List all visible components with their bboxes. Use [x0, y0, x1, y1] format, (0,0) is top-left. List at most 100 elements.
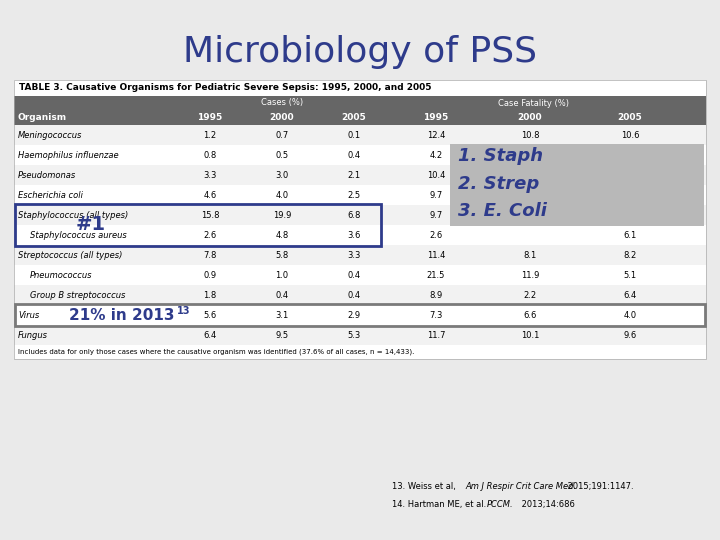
Text: 14. Hartman ME, et al.: 14. Hartman ME, et al. [392, 500, 489, 509]
Text: 8.9: 8.9 [429, 291, 443, 300]
Text: 0.4: 0.4 [348, 271, 361, 280]
Text: 11.4: 11.4 [427, 251, 445, 260]
Text: 1.8: 1.8 [203, 291, 217, 300]
Text: 0.5: 0.5 [276, 151, 289, 159]
Text: 9.7: 9.7 [429, 191, 443, 199]
Text: Haemophilus influenzae: Haemophilus influenzae [18, 151, 119, 159]
Text: 11.9: 11.9 [521, 271, 539, 280]
Bar [14, 225, 706, 245]
Text: 13. Weiss et al,: 13. Weiss et al, [392, 482, 459, 491]
Text: 6.1: 6.1 [624, 171, 636, 179]
Text: Pneumococcus: Pneumococcus [30, 271, 92, 280]
Text: Fungus: Fungus [18, 330, 48, 340]
Text: 0.9: 0.9 [204, 271, 217, 280]
Text: 6.4: 6.4 [203, 330, 217, 340]
Text: 0.4: 0.4 [348, 291, 361, 300]
Bar [14, 165, 706, 185]
Bar [14, 80, 706, 96]
Bar [14, 345, 706, 359]
Text: 2013;14:686: 2013;14:686 [519, 500, 575, 509]
Text: 4.2: 4.2 [429, 151, 443, 159]
Text: 2005: 2005 [618, 113, 642, 122]
Text: Includes data for only those cases where the causative organism was identified (: Includes data for only those cases where… [18, 349, 415, 355]
Text: 1.2: 1.2 [204, 131, 217, 139]
Text: 6.1: 6.1 [624, 231, 636, 240]
Text: 2000: 2000 [518, 113, 542, 122]
Text: 7.1: 7.1 [624, 211, 636, 219]
Bar [15, 204, 381, 246]
Bar [14, 125, 706, 145]
Bar [450, 144, 704, 226]
Text: 5.8: 5.8 [275, 251, 289, 260]
Text: 1.0: 1.0 [276, 271, 289, 280]
Text: 4.6: 4.6 [203, 191, 217, 199]
Text: 2.1: 2.1 [348, 171, 361, 179]
Bar [14, 185, 706, 205]
Text: Cases (%): Cases (%) [261, 98, 303, 107]
Text: PCCM.: PCCM. [487, 500, 513, 509]
Text: 19.9: 19.9 [273, 211, 291, 219]
Text: 2.5: 2.5 [348, 191, 361, 199]
Bar [14, 325, 706, 345]
Bar [14, 145, 706, 165]
Text: 9.5: 9.5 [276, 330, 289, 340]
Bar [14, 80, 706, 359]
Text: 4.0: 4.0 [624, 310, 636, 320]
Text: Meningococcus: Meningococcus [18, 131, 82, 139]
Text: 7.3: 7.3 [429, 310, 443, 320]
Text: 3.6: 3.6 [347, 231, 361, 240]
Text: Escherichia coli: Escherichia coli [18, 191, 83, 199]
Text: Organism: Organism [18, 113, 67, 122]
Bar [14, 245, 706, 265]
Text: 4.8: 4.8 [275, 231, 289, 240]
Text: 0.8: 0.8 [203, 151, 217, 159]
Text: 8.1: 8.1 [523, 251, 536, 260]
Text: 10.6: 10.6 [621, 131, 639, 139]
Text: 2. Strep: 2. Strep [458, 174, 539, 193]
Text: Staphylococcus (all types): Staphylococcus (all types) [18, 211, 128, 219]
Text: 2000: 2000 [270, 113, 294, 122]
Text: 1995: 1995 [197, 113, 222, 122]
Text: 10.8: 10.8 [521, 131, 539, 139]
Text: 3.0: 3.0 [275, 171, 289, 179]
Text: 8.2: 8.2 [624, 251, 636, 260]
Text: 13: 13 [177, 306, 191, 316]
Text: 9.6: 9.6 [624, 330, 636, 340]
Text: 6.8: 6.8 [347, 211, 361, 219]
Bar [14, 305, 706, 325]
Text: Group B streptococcus: Group B streptococcus [30, 291, 125, 300]
Text: TABLE 3. Causative Organisms for Pediatric Severe Sepsis: 1995, 2000, and 2005: TABLE 3. Causative Organisms for Pediatr… [19, 84, 431, 92]
Text: 0.7: 0.7 [275, 131, 289, 139]
Text: 12.4: 12.4 [427, 131, 445, 139]
Text: 0.4: 0.4 [348, 151, 361, 159]
Text: 10.4: 10.4 [427, 171, 445, 179]
Text: 3.3: 3.3 [203, 171, 217, 179]
Text: Am J Respir Crit Care Med.: Am J Respir Crit Care Med. [465, 482, 576, 491]
Text: 1. Staph: 1. Staph [458, 147, 543, 165]
Text: 4.0: 4.0 [276, 191, 289, 199]
Text: 15.8: 15.8 [201, 211, 220, 219]
Text: 21.5: 21.5 [427, 271, 445, 280]
Text: 1.6: 1.6 [624, 151, 636, 159]
Text: 21% in 2013: 21% in 2013 [69, 307, 174, 322]
Text: 6.4: 6.4 [624, 291, 636, 300]
Text: 9.7: 9.7 [429, 211, 443, 219]
Bar [14, 80, 706, 359]
Text: 11.7: 11.7 [427, 330, 445, 340]
Text: 2.9: 2.9 [348, 310, 361, 320]
Text: Staphylococcus aureus: Staphylococcus aureus [30, 231, 127, 240]
Text: 6.6: 6.6 [523, 310, 536, 320]
Text: 2.6: 2.6 [429, 231, 443, 240]
Text: 2015;191:1147.: 2015;191:1147. [565, 482, 634, 491]
Text: 2.2: 2.2 [523, 291, 536, 300]
Text: 3. E. Coli: 3. E. Coli [458, 202, 547, 220]
Text: 3.1: 3.1 [275, 310, 289, 320]
Text: Virus: Virus [18, 310, 40, 320]
Text: 2005: 2005 [341, 113, 366, 122]
Text: #1: #1 [76, 215, 106, 234]
Text: 5.1: 5.1 [624, 271, 636, 280]
Bar [14, 110, 706, 125]
Text: Microbiology of PSS: Microbiology of PSS [183, 35, 537, 69]
Text: 7.8: 7.8 [203, 251, 217, 260]
Text: 5.3: 5.3 [347, 330, 361, 340]
